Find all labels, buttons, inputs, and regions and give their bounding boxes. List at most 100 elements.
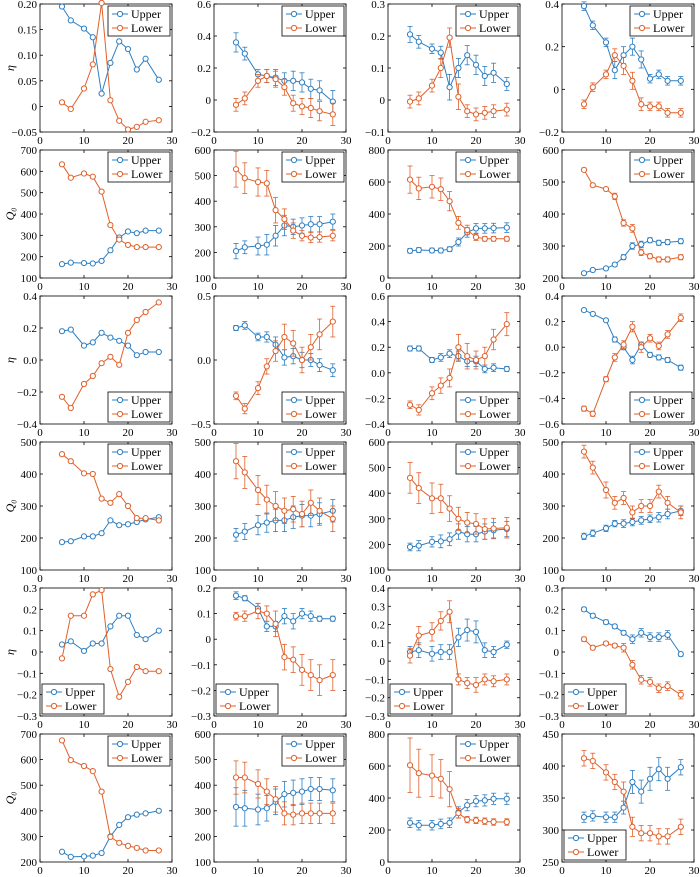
y-tick-label: 200 [543, 273, 560, 285]
data-point [329, 515, 336, 522]
y-tick-label: −0.2 [539, 690, 559, 702]
data-point [124, 342, 132, 349]
data-point [232, 803, 240, 811]
data-point [89, 852, 96, 859]
x-tick-label: 30 [341, 865, 353, 877]
y-tick-label: 200 [543, 533, 560, 545]
y-tick-label: 0.20 [18, 0, 38, 11]
data-point [455, 344, 462, 351]
data-point [329, 318, 336, 325]
legend-label-lower: Lower [479, 751, 510, 765]
data-point [142, 118, 149, 125]
series-lower [406, 312, 510, 416]
data-point [80, 853, 88, 860]
x-tick-label: 20 [297, 865, 309, 877]
data-point [98, 788, 105, 795]
legend-label-upper: Upper [479, 737, 509, 751]
data-point [281, 507, 288, 514]
data-point [155, 76, 162, 83]
data-point [589, 310, 596, 318]
x-tick-label: 10 [253, 719, 265, 731]
data-point [646, 633, 654, 641]
data-point [602, 814, 610, 821]
legend-marker [290, 396, 298, 404]
data-point [98, 849, 105, 857]
data-point [638, 629, 645, 636]
data-point [602, 640, 610, 647]
data-point [611, 642, 618, 649]
data-point [80, 85, 88, 92]
x-tick-label: 30 [341, 427, 353, 439]
data-point [503, 235, 510, 242]
y-tick-label: 0.3 [371, 0, 385, 11]
data-point [646, 351, 654, 358]
data-point [98, 530, 105, 537]
x-tick-label: 10 [253, 573, 265, 585]
data-point [490, 795, 497, 802]
y-tick-label: 200 [195, 831, 212, 843]
legend-box [215, 683, 279, 715]
x-tick-label: 0 [385, 719, 391, 731]
data-point [263, 519, 270, 526]
y-tick-label: 300 [21, 230, 38, 242]
data-point [155, 627, 162, 634]
data-point [446, 648, 453, 656]
data-point [67, 105, 74, 113]
x-tick-label: 20 [471, 135, 483, 147]
data-point [677, 314, 684, 321]
y-tick-label: 600 [369, 177, 386, 189]
y-tick-label: −0.1 [191, 660, 211, 672]
y-tick-label: 450 [543, 729, 560, 741]
legend-marker [464, 10, 472, 18]
y-tick-label: 400 [195, 469, 212, 481]
legend-marker [464, 170, 472, 178]
data-point [142, 668, 149, 675]
data-point [490, 525, 497, 532]
y-tick-label: 400 [543, 209, 560, 221]
series-line [61, 589, 159, 699]
legend-box [281, 151, 345, 183]
legend-box [281, 443, 345, 475]
legend-box [281, 735, 345, 767]
data-point [589, 22, 596, 29]
y-tick-label: 100 [543, 565, 560, 577]
data-point [298, 666, 306, 674]
data-point [677, 238, 684, 245]
data-point [232, 324, 240, 332]
x-tick-label: 0 [211, 135, 217, 147]
data-point [481, 365, 488, 373]
data-point [580, 405, 588, 412]
data-point [428, 183, 436, 190]
data-point [415, 632, 422, 639]
data-point [428, 650, 436, 657]
data-point [155, 243, 162, 251]
legend-label-upper: Upper [131, 7, 161, 21]
data-point [503, 365, 510, 373]
data-point [428, 628, 436, 635]
y-tick-label: 600 [195, 145, 212, 157]
data-point [646, 237, 654, 244]
series-lower [58, 161, 162, 251]
y-tick-label: −0.1 [365, 674, 385, 686]
axes-box [213, 149, 347, 279]
data-point [464, 52, 471, 59]
data-point [290, 100, 297, 107]
legend-label-lower: Lower [131, 407, 162, 421]
series-lower [58, 299, 162, 412]
data-point [415, 822, 422, 829]
legend-label-upper: Upper [479, 393, 509, 407]
data-point [503, 641, 510, 648]
data-point [142, 227, 149, 234]
y-tick-label: 400 [543, 761, 560, 773]
data-point [316, 507, 323, 514]
x-tick-label: 10 [79, 573, 91, 585]
x-tick-label: 0 [37, 719, 43, 731]
data-point [281, 791, 288, 798]
data-point [464, 226, 471, 234]
data-point [646, 830, 654, 837]
data-point [638, 344, 645, 351]
y-tick-label: 0.4 [197, 31, 211, 43]
